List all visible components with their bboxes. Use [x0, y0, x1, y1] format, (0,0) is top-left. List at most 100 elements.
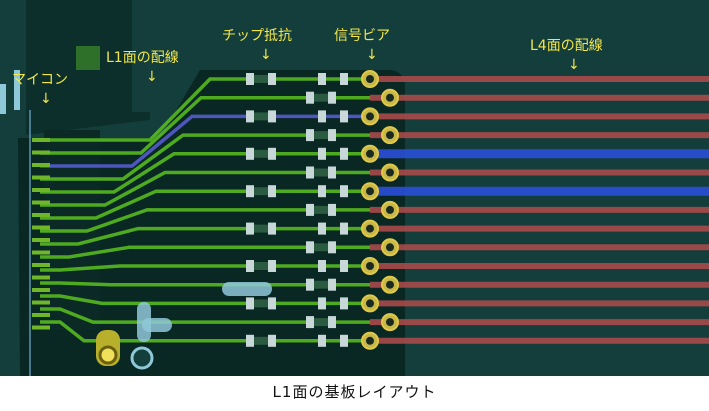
l1-trace — [40, 133, 370, 181]
signal-via-hole — [366, 262, 374, 270]
left-edge-pad — [0, 84, 6, 114]
chip-resistor-body — [314, 205, 328, 214]
mcu-pin — [32, 313, 50, 317]
signal-via-hole — [386, 205, 394, 214]
signal-via-hole — [386, 280, 394, 289]
label-l1-wiring: L1面の配線 — [106, 50, 179, 66]
signal-via-group — [361, 70, 399, 350]
chip-resistor-body — [254, 299, 268, 308]
chip-pad-extra — [318, 147, 326, 160]
mcu-pin — [32, 188, 50, 192]
label-mcu: マイコン — [12, 72, 68, 88]
signal-via-hole — [366, 336, 374, 345]
chip-resistor-body — [254, 336, 268, 345]
chip-resistor-pad — [246, 73, 254, 85]
chip-resistor-pad — [306, 203, 314, 216]
signal-via-hole — [366, 224, 374, 233]
mcu-pin — [32, 175, 50, 180]
chip-resistor-pad — [306, 91, 314, 104]
signal-via-hole — [386, 131, 394, 140]
bottom-via-large — [130, 346, 154, 370]
mcu-pin — [32, 250, 50, 255]
l1-trace — [40, 95, 370, 155]
chip-resistor-pad — [268, 222, 276, 235]
mcu-pin — [32, 138, 50, 142]
chip-pad-extra — [340, 260, 348, 272]
l1-trace — [40, 320, 370, 343]
signal-via-hole — [366, 112, 374, 121]
chip-resistor-body — [254, 187, 268, 196]
chip-pad-extra — [340, 334, 348, 347]
label-l4-wiring: L4面の配線 — [530, 38, 603, 54]
chip-resistor-pad — [328, 316, 336, 329]
label-signal-via: 信号ビア — [334, 28, 390, 44]
label-chip-resistor: チップ抵抗 — [222, 28, 292, 44]
signal-via-hole — [386, 93, 394, 102]
chip-resistor-body — [314, 243, 328, 252]
chip-resistor-body — [314, 168, 328, 177]
signal-via-hole — [366, 299, 374, 308]
arrow-l1-wiring: ↓ — [146, 69, 158, 85]
chip-pad-extra — [318, 73, 326, 85]
mcu-pin — [32, 200, 50, 205]
bottom-pad-left — [222, 282, 272, 296]
arrow-signal-via: ↓ — [366, 47, 378, 63]
chip-pad-extra — [318, 260, 326, 272]
bottom-pad-right — [142, 318, 172, 332]
chip-pad-extra — [318, 297, 326, 310]
chip-pad-extra — [318, 222, 326, 235]
chip-resistor-pad — [268, 260, 276, 272]
chip-pad-extra — [318, 185, 326, 198]
signal-via-hole — [366, 149, 374, 158]
mcu-pin — [32, 225, 50, 230]
mcu-pin — [32, 238, 50, 242]
chip-resistor-pad — [268, 334, 276, 347]
l1-trace — [40, 114, 370, 168]
pcb-layout-view — [0, 0, 709, 376]
chip-resistor-pad — [246, 147, 254, 160]
mcu-pin — [32, 263, 50, 267]
signal-via-hole — [366, 187, 374, 196]
chip-resistor-pad — [328, 91, 336, 104]
chip-pad-extra — [340, 110, 348, 123]
chip-resistor-body — [254, 112, 268, 121]
mcu-pin — [32, 325, 50, 330]
chip-resistor-pad — [246, 297, 254, 310]
l1-trace — [40, 294, 370, 306]
chip-resistor-body — [254, 75, 268, 83]
l1-trace — [40, 77, 370, 142]
chip-resistor-pad — [246, 260, 254, 272]
l4-trace-group — [370, 76, 709, 344]
chip-resistor-pad — [246, 334, 254, 347]
chip-resistor-pad — [246, 110, 254, 123]
chip-pad-extra — [318, 110, 326, 123]
chip-resistor-group — [246, 73, 348, 347]
chip-pad-extra — [340, 73, 348, 85]
mcu-pin — [32, 163, 50, 167]
l1-trace — [40, 170, 370, 207]
chip-resistor-pad — [246, 185, 254, 198]
l1-ground-pour — [18, 70, 405, 376]
l1-trace — [40, 208, 370, 233]
mcu-pin — [32, 150, 50, 155]
mcu-pin — [32, 275, 50, 280]
mcu-pin-group — [32, 138, 50, 330]
chip-resistor-body — [254, 149, 268, 158]
chip-resistor-pad — [268, 297, 276, 310]
chip-resistor-pad — [306, 166, 314, 179]
chip-resistor-pad — [306, 129, 314, 142]
signal-via-hole — [386, 318, 394, 327]
chip-resistor-pad — [328, 241, 336, 254]
chip-resistor-pad — [328, 129, 336, 142]
chip-pad-extra — [318, 334, 326, 347]
chip-resistor-pad — [268, 185, 276, 198]
chip-resistor-body — [314, 131, 328, 140]
chip-resistor-pad — [306, 278, 314, 291]
mcu-pin — [32, 288, 50, 292]
chip-resistor-pad — [268, 110, 276, 123]
chip-resistor-body — [254, 224, 268, 233]
l1-trace — [40, 245, 370, 259]
chip-pad-extra — [340, 185, 348, 198]
l1-trace-group — [29, 77, 370, 376]
chip-resistor-pad — [328, 166, 336, 179]
